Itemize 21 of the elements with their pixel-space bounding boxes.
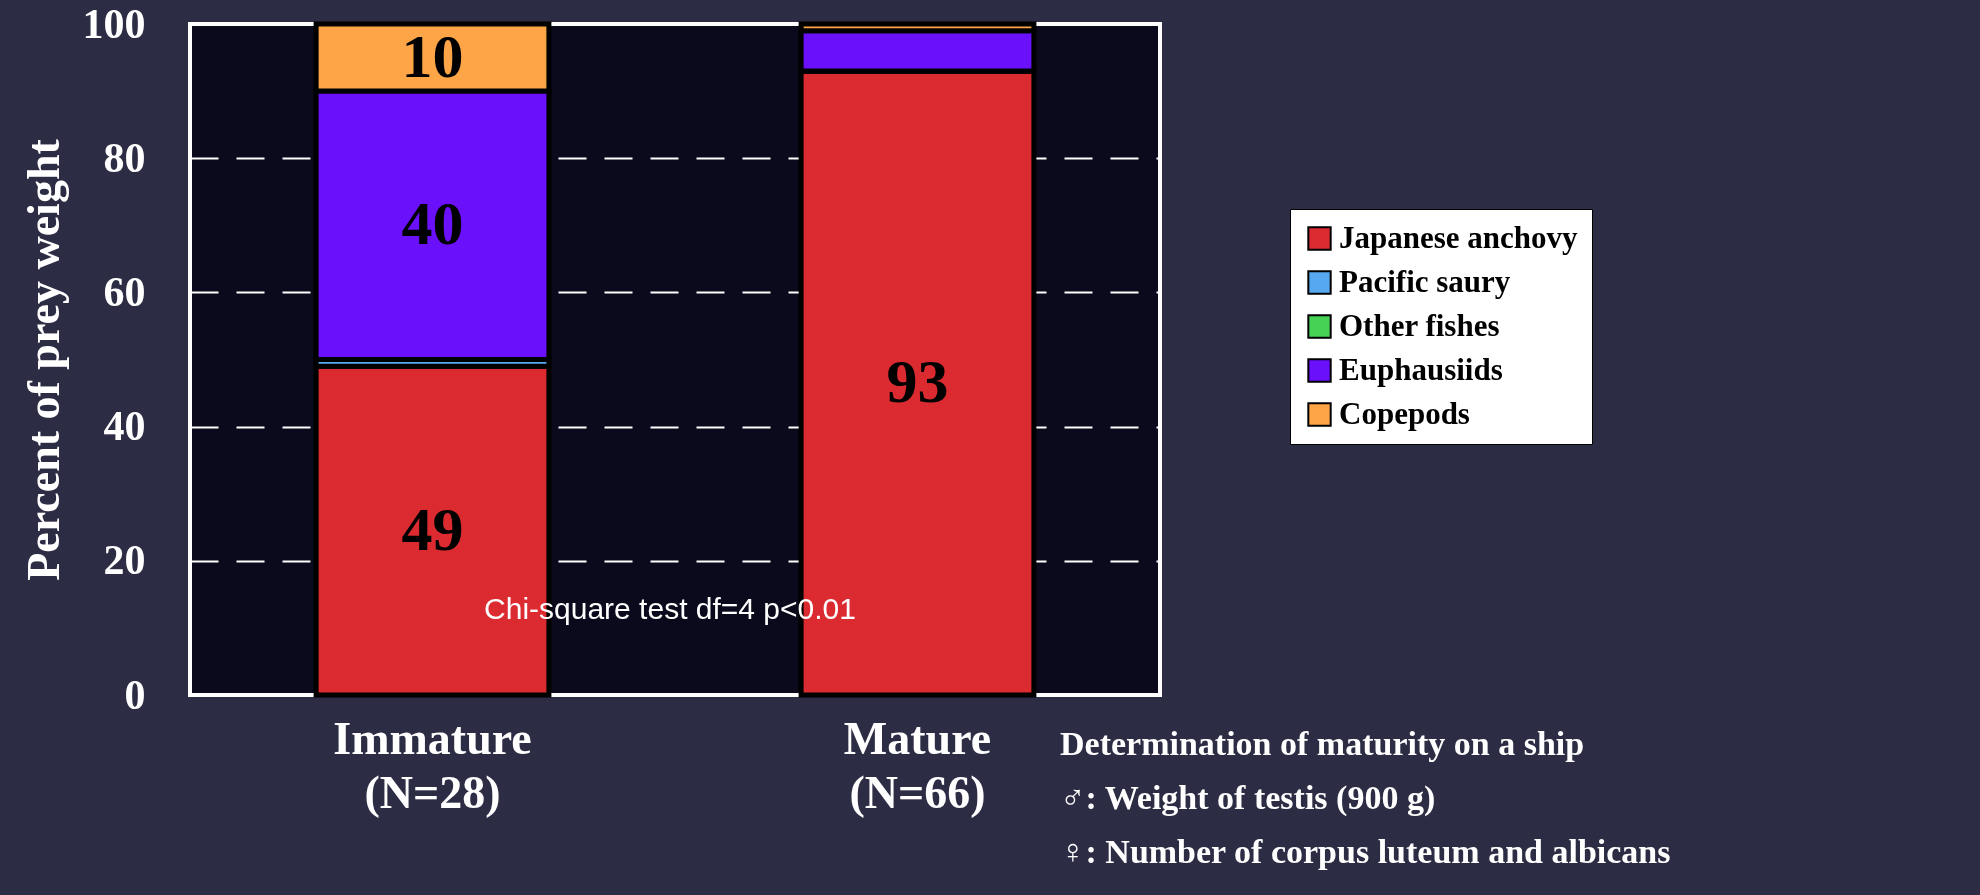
data-label: 93 (886, 346, 949, 415)
x-tick-label: Immature (N=28) (333, 712, 532, 818)
data-label: 10 (401, 21, 464, 90)
y-tick-label: 60 (103, 268, 146, 315)
legend-label: Japanese anchovy (1339, 219, 1579, 255)
legend-label: Euphausiids (1339, 351, 1503, 387)
text: ♀: Number of corpus luteum and albicans (1060, 833, 1671, 870)
legend-label: Copepods (1339, 395, 1470, 431)
y-tick-label: 0 (124, 671, 146, 718)
text: Determination of maturity on a ship (1060, 725, 1585, 762)
data-label: 49 (401, 494, 464, 563)
legend-label: Other fishes (1339, 307, 1500, 343)
y-tick-label: 40 (103, 403, 146, 450)
y-tick-label: 100 (82, 0, 146, 47)
x-tick-label: Mature (N=66) (843, 712, 992, 818)
legend-label: Pacific saury (1339, 263, 1511, 299)
y-tick-label: 20 (103, 537, 146, 584)
data-label: 40 (401, 189, 464, 258)
text: ♂: Weight of testis (900 g) (1060, 779, 1436, 817)
y-tick-label: 80 (103, 134, 146, 181)
y-axis-title: Percent of prey weight (17, 138, 69, 581)
